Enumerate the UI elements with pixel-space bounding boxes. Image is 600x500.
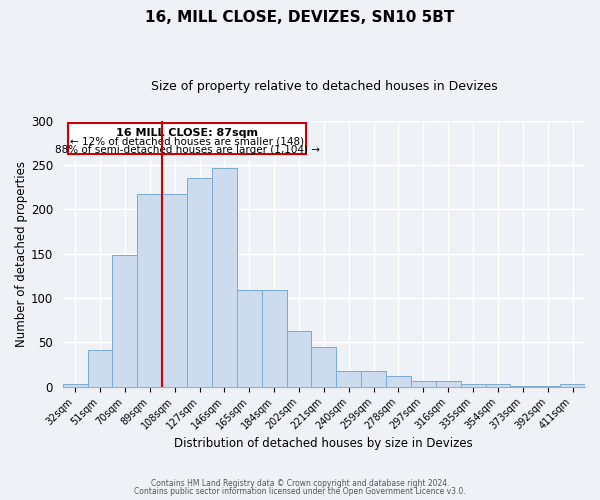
Bar (337, 371, 361, 387)
Bar (535, 386, 560, 387)
Bar (162, 194, 187, 387)
Bar (63, 384, 88, 387)
Text: 16 MILL CLOSE: 87sqm: 16 MILL CLOSE: 87sqm (116, 128, 258, 138)
Bar (287, 331, 311, 387)
FancyBboxPatch shape (68, 123, 307, 154)
Bar (461, 384, 485, 387)
Bar (311, 347, 337, 387)
Bar (436, 382, 461, 387)
Bar (88, 350, 112, 387)
Bar (112, 254, 137, 387)
Bar (137, 194, 162, 387)
Bar (361, 371, 386, 387)
Bar (386, 376, 411, 387)
Bar (485, 384, 511, 387)
Bar (511, 386, 535, 387)
Bar (560, 384, 585, 387)
Text: 16, MILL CLOSE, DEVIZES, SN10 5BT: 16, MILL CLOSE, DEVIZES, SN10 5BT (145, 10, 455, 25)
Text: Contains HM Land Registry data © Crown copyright and database right 2024.: Contains HM Land Registry data © Crown c… (151, 478, 449, 488)
Bar (212, 168, 237, 387)
Bar (262, 290, 287, 387)
Bar (237, 290, 262, 387)
Text: Contains public sector information licensed under the Open Government Licence v3: Contains public sector information licen… (134, 487, 466, 496)
Title: Size of property relative to detached houses in Devizes: Size of property relative to detached ho… (151, 80, 497, 93)
Text: ← 12% of detached houses are smaller (148): ← 12% of detached houses are smaller (14… (70, 136, 304, 146)
Y-axis label: Number of detached properties: Number of detached properties (15, 160, 28, 346)
Text: 88% of semi-detached houses are larger (1,104) →: 88% of semi-detached houses are larger (… (55, 146, 320, 156)
Bar (187, 178, 212, 387)
Bar (411, 380, 436, 387)
X-axis label: Distribution of detached houses by size in Devizes: Distribution of detached houses by size … (175, 437, 473, 450)
